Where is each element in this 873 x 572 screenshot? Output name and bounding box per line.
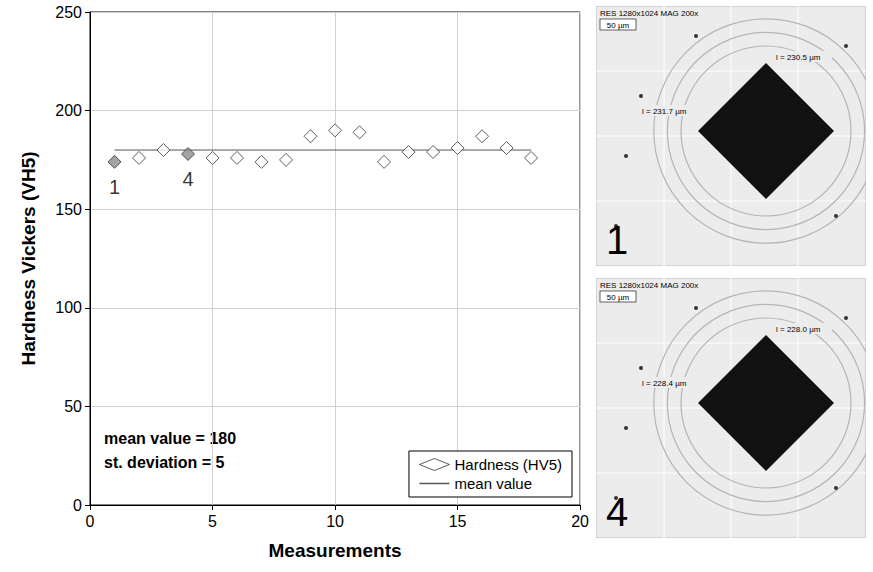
svg-text:mean value: mean value	[454, 475, 532, 492]
svg-text:0: 0	[73, 497, 82, 514]
svg-text:Hardness (HV5): Hardness (HV5)	[454, 456, 562, 473]
svg-text:l = 228.0 µm: l = 228.0 µm	[776, 325, 821, 334]
svg-text:RES 1280x1024 MAG 200x: RES 1280x1024 MAG 200x	[600, 9, 698, 18]
svg-text:50: 50	[64, 398, 82, 415]
svg-text:l = 230.5 µm: l = 230.5 µm	[776, 53, 821, 62]
svg-text:Measurements: Measurements	[269, 540, 402, 561]
svg-text:st. deviation = 5: st. deviation = 5	[104, 454, 225, 471]
svg-text:1: 1	[606, 218, 628, 262]
svg-text:100: 100	[55, 299, 82, 316]
svg-text:1: 1	[109, 176, 120, 198]
svg-text:4: 4	[606, 490, 628, 534]
svg-text:50 µm: 50 µm	[607, 21, 630, 30]
svg-text:10: 10	[326, 513, 344, 530]
svg-text:200: 200	[55, 102, 82, 119]
svg-text:RES 1280x1024 MAG 200x: RES 1280x1024 MAG 200x	[600, 281, 698, 290]
svg-text:20: 20	[571, 513, 589, 530]
svg-text:5: 5	[208, 513, 217, 530]
svg-text:4: 4	[182, 168, 193, 190]
svg-text:Hardness Vickers (VH5): Hardness Vickers (VH5)	[18, 151, 39, 365]
svg-text:l = 228.4 µm: l = 228.4 µm	[642, 379, 687, 388]
svg-text:50 µm: 50 µm	[607, 293, 630, 302]
svg-text:l = 231.7 µm: l = 231.7 µm	[642, 107, 687, 116]
svg-text:150: 150	[55, 201, 82, 218]
svg-text:0: 0	[86, 513, 95, 530]
svg-text:250: 250	[55, 4, 82, 21]
svg-text:mean value = 180: mean value = 180	[104, 430, 236, 447]
svg-text:15: 15	[449, 513, 467, 530]
